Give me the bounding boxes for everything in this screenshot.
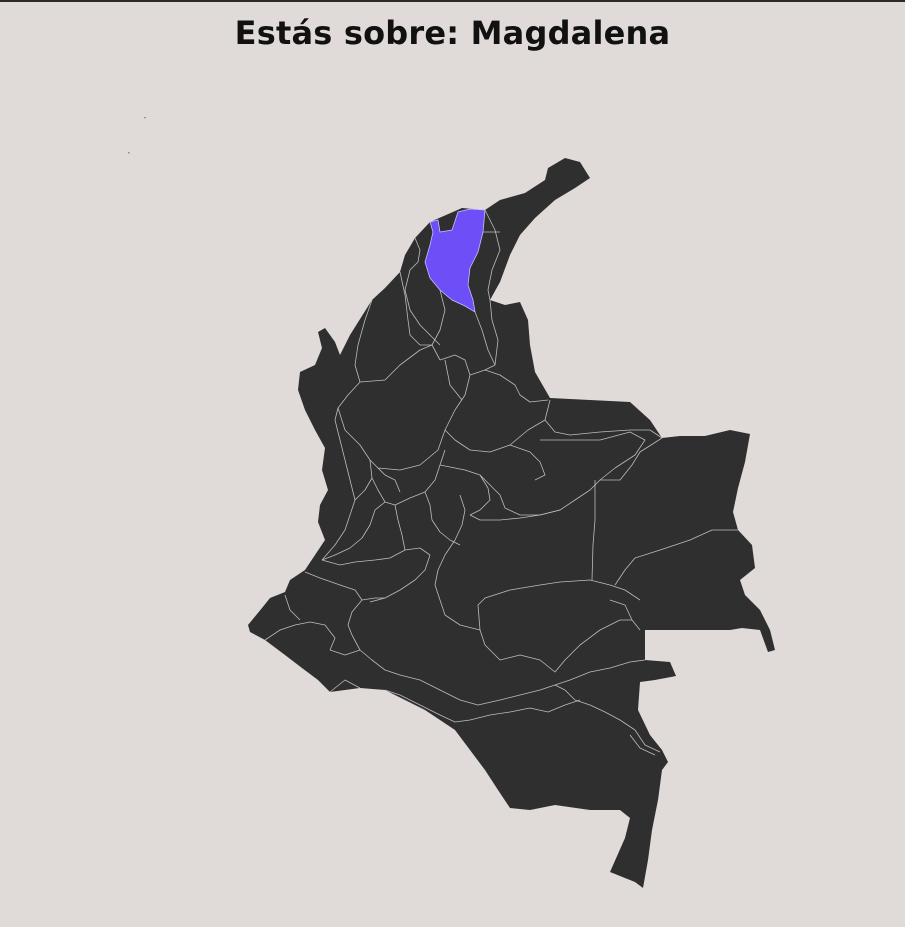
hover-title: Estás sobre: Magdalena (0, 14, 905, 52)
department-san-andres[interactable] (128, 117, 146, 154)
department-borders (264, 209, 738, 756)
country-mainland (248, 158, 775, 888)
title-prefix: Estás sobre: (234, 14, 460, 52)
title-department: Magdalena (470, 14, 671, 52)
department-magdalena[interactable] (424, 208, 486, 313)
top-border (0, 0, 905, 2)
